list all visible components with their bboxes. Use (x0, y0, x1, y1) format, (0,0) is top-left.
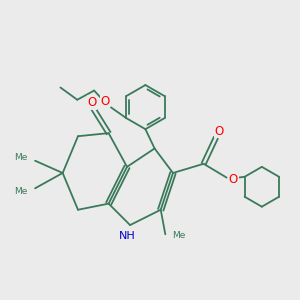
Text: Me: Me (172, 231, 186, 240)
Text: O: O (87, 96, 96, 109)
Text: O: O (100, 95, 110, 108)
Text: O: O (229, 172, 238, 186)
Text: Me: Me (15, 187, 28, 196)
Text: O: O (214, 124, 224, 137)
Text: Me: Me (15, 153, 28, 162)
Text: NH: NH (118, 231, 135, 241)
